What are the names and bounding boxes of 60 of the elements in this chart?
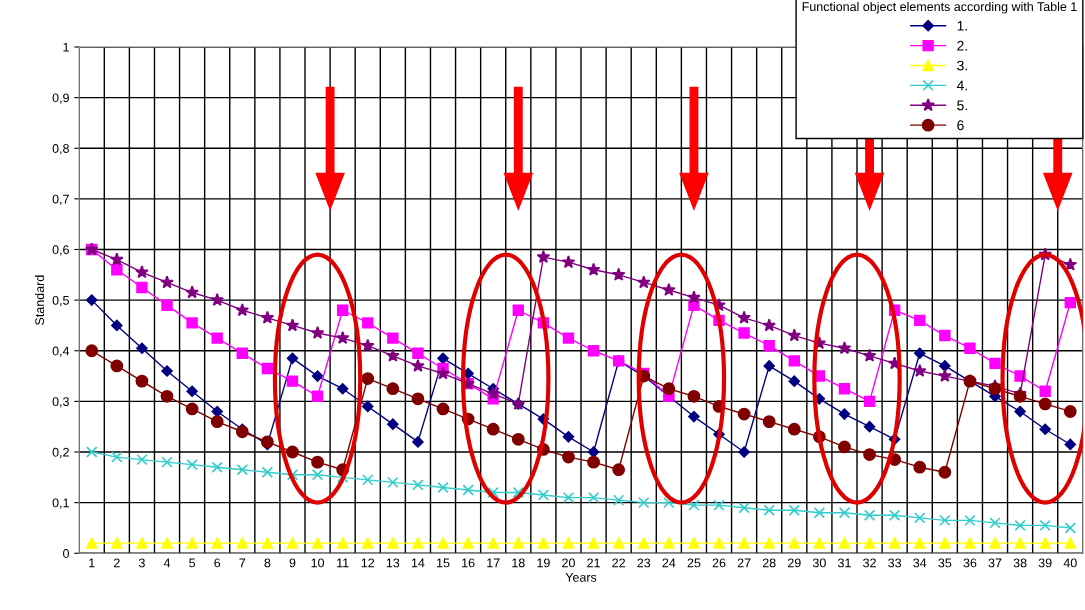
- x-tick-label: 27: [737, 558, 751, 568]
- x-tick-label: 26: [712, 558, 726, 568]
- x-tick-label: 2: [113, 558, 120, 568]
- x-tick-label: 28: [762, 558, 776, 568]
- x-tick-label: 37: [988, 558, 1002, 568]
- y-tick-label: 0,7: [52, 194, 69, 205]
- legend-label: 4.: [956, 80, 967, 91]
- legend-label: 2.: [957, 40, 967, 51]
- x-tick-label: 20: [562, 558, 575, 568]
- x-tick-label: 23: [637, 558, 651, 568]
- x-tick-label: 31: [837, 558, 851, 568]
- x-tick-label: 32: [863, 558, 876, 568]
- x-tick-label: 8: [264, 558, 271, 568]
- y-tick-label: 0,2: [52, 447, 69, 459]
- x-tick-label: 30: [812, 558, 826, 568]
- x-tick-label: 38: [1013, 558, 1027, 568]
- y-tick-label: 0: [63, 549, 69, 558]
- legend-label: 5.: [957, 100, 967, 111]
- y-tick-label: 1: [63, 42, 69, 52]
- y-tick-label: 0,1: [52, 498, 69, 509]
- x-tick-label: 29: [787, 558, 801, 568]
- x-tick-label: 6: [214, 558, 221, 568]
- x-tick-label: 9: [289, 558, 296, 568]
- y-tick-label: 0,6: [52, 245, 69, 256]
- x-axis-title: Years: [565, 573, 597, 582]
- y-axis-title: Standard: [34, 275, 45, 325]
- x-tick-label: 10: [311, 558, 325, 568]
- legend-label: 3.: [957, 60, 967, 71]
- x-tick-label: 25: [687, 558, 701, 568]
- x-tick-label: 34: [913, 558, 927, 568]
- y-tick-label: 0,5: [52, 295, 69, 307]
- x-tick-label: 4: [163, 558, 171, 568]
- x-tick-label: 33: [888, 558, 902, 568]
- x-tick-label: 21: [587, 558, 600, 568]
- x-tick-label: 13: [386, 558, 400, 568]
- x-tick-label: 3: [138, 558, 145, 568]
- y-tick-label: 0,9: [52, 93, 69, 104]
- x-tick-label: 35: [938, 558, 952, 568]
- x-tick-label: 17: [487, 558, 500, 568]
- y-tick-label: 0,8: [52, 144, 69, 155]
- x-tick-label: 19: [537, 558, 550, 568]
- x-tick-label: 1: [89, 558, 95, 568]
- x-tick-label: 15: [437, 558, 450, 568]
- x-tick-label: 11: [337, 558, 349, 568]
- legend-label: 1.: [957, 21, 967, 31]
- x-tick-label: 16: [462, 558, 475, 568]
- x-tick-label: 22: [612, 558, 625, 568]
- x-tick-label: 36: [963, 558, 977, 568]
- x-tick-label: 5: [189, 558, 196, 568]
- y-tick-label: 0,4: [52, 346, 70, 357]
- legend-title: Functional object elements according with Table 1: [802, 1, 1077, 14]
- x-tick-label: 40: [1063, 558, 1077, 568]
- legend-label: 6: [957, 120, 964, 131]
- x-tick-label: 12: [361, 558, 375, 568]
- x-tick-label: 18: [512, 558, 525, 568]
- x-tick-label: 39: [1038, 558, 1052, 568]
- x-tick-label: 7: [239, 558, 246, 568]
- x-tick-label: 14: [411, 558, 425, 568]
- y-tick-label: 0,3: [52, 397, 69, 408]
- x-tick-label: 24: [662, 558, 676, 568]
